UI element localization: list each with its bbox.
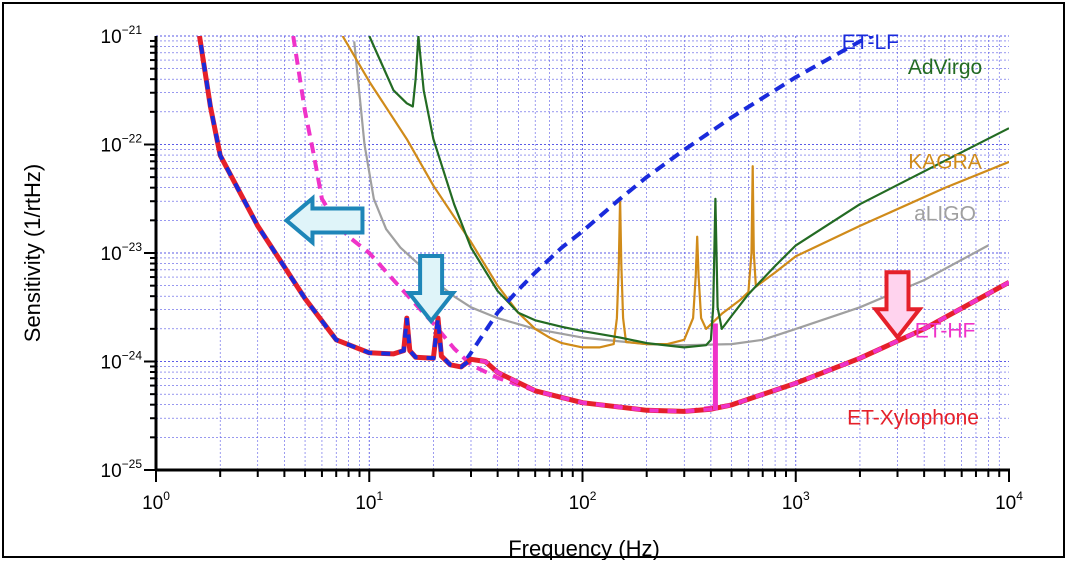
x-tick-label: 103: [782, 489, 810, 514]
y-tick-label: 10−24: [101, 349, 143, 374]
series-label-advirgo: AdVirgo: [908, 56, 982, 79]
series-line-aligo: [353, 41, 989, 347]
low-frequency-improvement-arrow: [283, 194, 365, 247]
series-label-et-hf: ET-HF: [915, 320, 976, 343]
annotations: [283, 194, 924, 341]
series-label-kagra: KAGRA: [908, 150, 982, 173]
y-axis-title: Sensitivity (1/rtHz): [20, 164, 45, 342]
x-tick-label: 102: [569, 489, 597, 514]
series-label-et-xylophone: ET-Xylophone: [847, 406, 979, 429]
y-tick-label: 10−23: [101, 240, 143, 265]
x-axis-title: Frequency (Hz): [508, 536, 660, 560]
series-line-et-lf: [197, 36, 874, 369]
x-tick-label: 101: [355, 489, 383, 514]
y-tick-label: 10−25: [101, 457, 143, 482]
series-overlay-et-xylophone-blue: [197, 36, 473, 370]
x-tick-label: 100: [142, 489, 170, 514]
high-frequency-improvement-arrow: [871, 270, 924, 341]
curves: [197, 36, 1009, 414]
series-label-aligo: aLIGO: [914, 202, 976, 225]
axes: 100 101 102 103 104 10−25 10−24 10−23 10−22 10−21: [101, 23, 1024, 514]
x-tick-label: 104: [995, 489, 1023, 514]
mid-frequency-improvement-arrow: [404, 253, 458, 325]
series-overlay-et-xylophone-pink: [470, 280, 1009, 414]
y-tick-label: 10−21: [101, 23, 143, 48]
series-label-et-lf: ET-LF: [842, 31, 899, 54]
series-labels: aLIGO KAGRA AdVirgo ET-LF ET-HF ET-Xylophone: [842, 31, 982, 429]
series-line-advirgo: [368, 36, 1009, 349]
sensitivity-chart: 100 101 102 103 104 10−25 10−24 10−23 10−22 10−21…: [20, 23, 1024, 560]
y-tick-label: 10−22: [101, 132, 143, 157]
